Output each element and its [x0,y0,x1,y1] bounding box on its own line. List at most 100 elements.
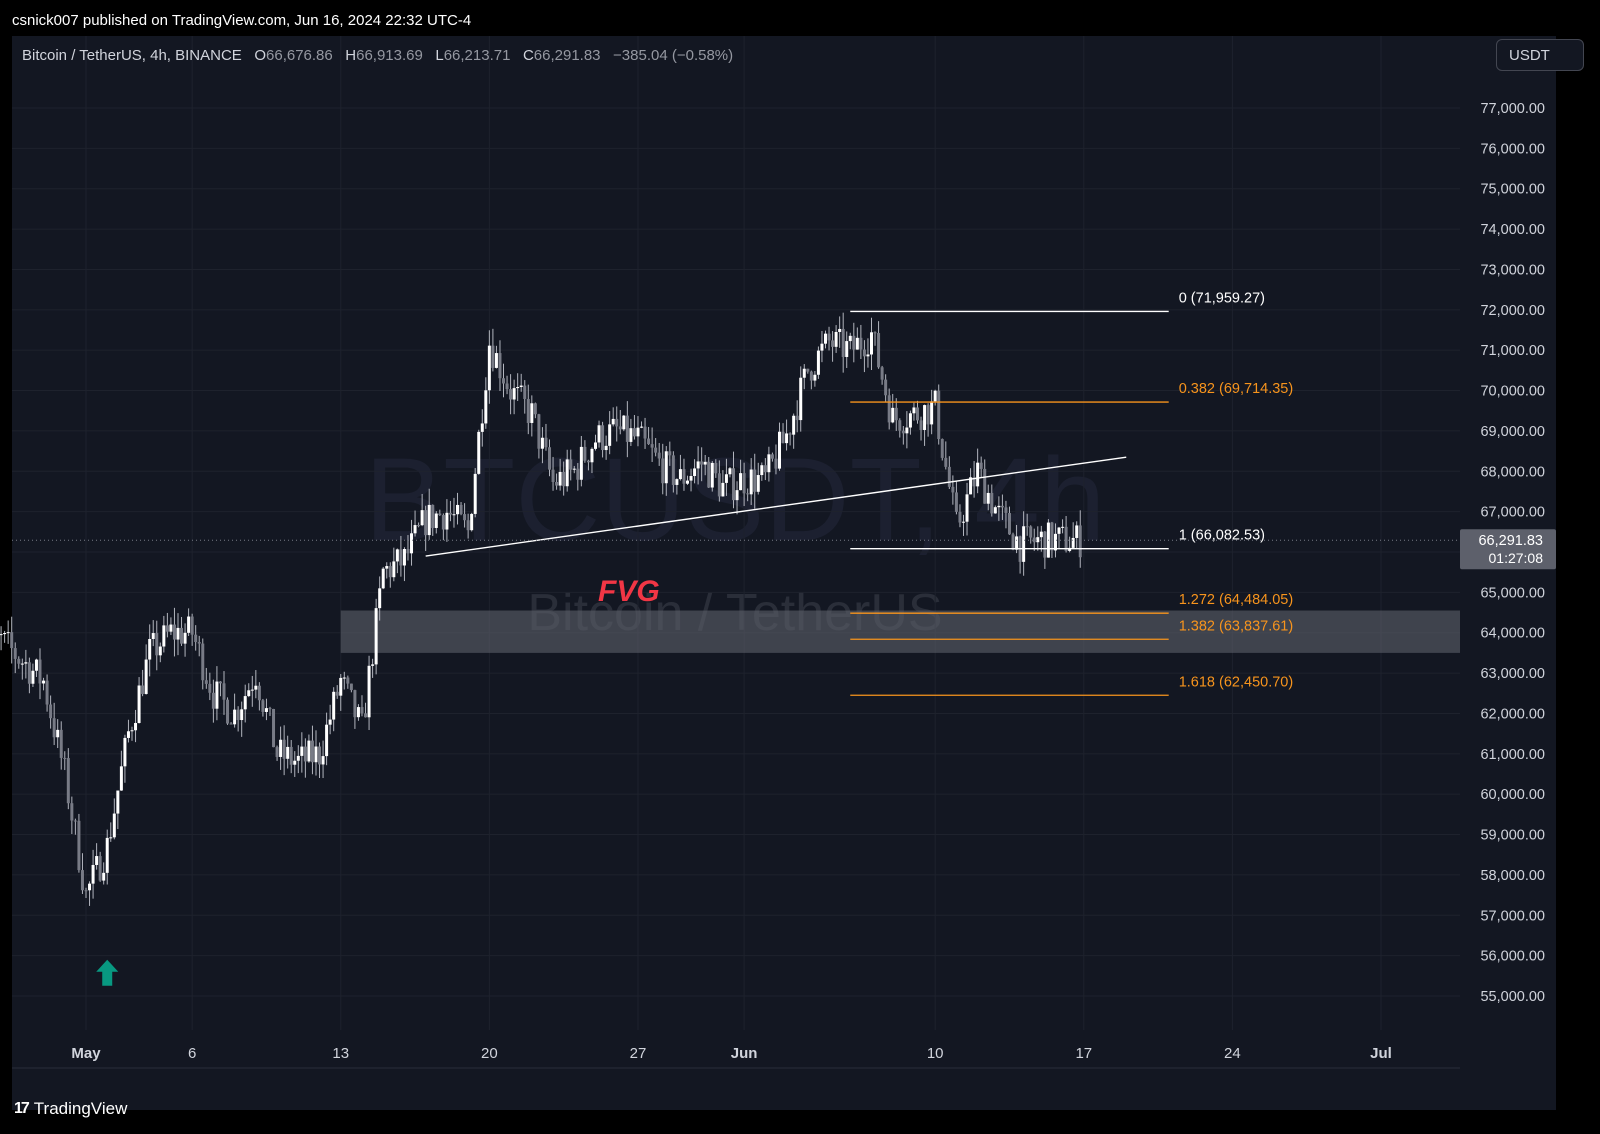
candle-body [696,461,700,469]
candle-body [73,820,77,822]
candle-body [480,423,484,432]
candle-body [59,729,63,758]
high-label: H [345,47,357,64]
candle-body [342,677,346,679]
candle-body [264,708,268,712]
candle-body [438,513,442,516]
candle-body [42,680,46,684]
candle-body [714,462,718,474]
candle-body [406,549,410,554]
candle-body [618,426,622,430]
candle-body [526,398,530,423]
candle-body [487,345,491,391]
candle-body [997,505,1001,508]
candle-body [742,473,746,494]
candle-body [972,477,976,487]
candle-body [601,425,605,451]
candle-body [891,407,895,423]
candle-body [151,633,155,639]
candle-body [307,740,311,762]
candle-body [919,420,923,430]
candle-body [724,474,728,483]
candle-body [993,507,997,514]
y-tick-label: 65,000.00 [1480,585,1545,601]
candle-body [763,465,767,473]
candle-body [187,616,191,633]
fvg-zone[interactable] [340,610,1460,653]
candle-body [498,353,502,379]
trendline[interactable] [425,456,1127,557]
candle-body [56,729,60,738]
candle-body [466,520,470,531]
candle-body [158,646,162,656]
candle-body [1043,531,1047,558]
candle-body [1075,525,1079,538]
y-tick-label: 55,000.00 [1480,989,1545,1005]
candle-body [572,468,576,470]
candle-body [123,737,127,767]
candle-body [760,465,764,476]
candle-body [519,385,523,388]
candle-body [413,525,417,534]
candle-body [31,670,35,684]
candle-body [332,691,336,720]
x-tick-label: 6 [188,1045,196,1062]
candle-body [930,401,934,425]
candle-body [643,426,647,439]
candle-body [586,460,590,463]
candle-body [27,662,31,684]
candle-body [785,433,789,444]
candle-body [427,504,431,536]
candle-body [240,709,244,721]
tradingview-logo[interactable]: 17 TradingView [14,1099,127,1119]
candle-body [282,739,286,759]
candle-body [445,512,449,530]
candle-body [105,837,109,873]
candle-body [201,643,205,681]
candle-body [45,680,49,705]
candle-body [806,368,810,372]
candle-body [954,492,958,512]
candle-body [505,383,509,390]
candle-body [392,561,396,578]
candle-body [491,345,495,368]
candle-body [1071,537,1075,548]
candle-body [289,746,293,765]
y-tick-label: 74,000.00 [1480,222,1545,238]
y-tick-label: 75,000.00 [1480,182,1545,198]
candle-body [388,566,392,578]
y-tick-label: 56,000.00 [1480,949,1545,965]
candle-body [0,634,3,636]
candle-body [530,403,534,423]
candle-body [459,504,463,515]
candle-body [710,462,714,488]
candle-body [682,469,686,484]
candle-body [597,425,601,443]
candle-body [944,457,948,467]
candle-body [816,350,820,375]
candle-body [247,690,251,697]
candle-body [441,515,445,530]
publisher-header: csnick007 published on TradingView.com, … [12,12,472,29]
currency-button[interactable]: USDT [1496,39,1584,71]
candle-body [834,331,838,347]
candle-body [732,468,735,501]
candle-body [869,332,873,355]
symbol-title[interactable]: Bitcoin / TetherUS, 4h, BINANCE [22,47,242,64]
candle-body [622,415,626,430]
candle-body [640,426,644,428]
candle-body [194,634,198,643]
candle-body [204,680,208,684]
y-tick-label: 67,000.00 [1480,505,1545,521]
candle-body [689,476,693,481]
candle-body [749,469,753,495]
candle-body [371,664,375,666]
candle-body [1064,526,1068,551]
candle-body [162,625,166,647]
candle-body [604,445,608,451]
candle-body [802,368,806,378]
candle-body [657,452,661,459]
candle-body [753,469,757,492]
fib-level-label: 0.382 (69,714.35) [1179,381,1293,397]
